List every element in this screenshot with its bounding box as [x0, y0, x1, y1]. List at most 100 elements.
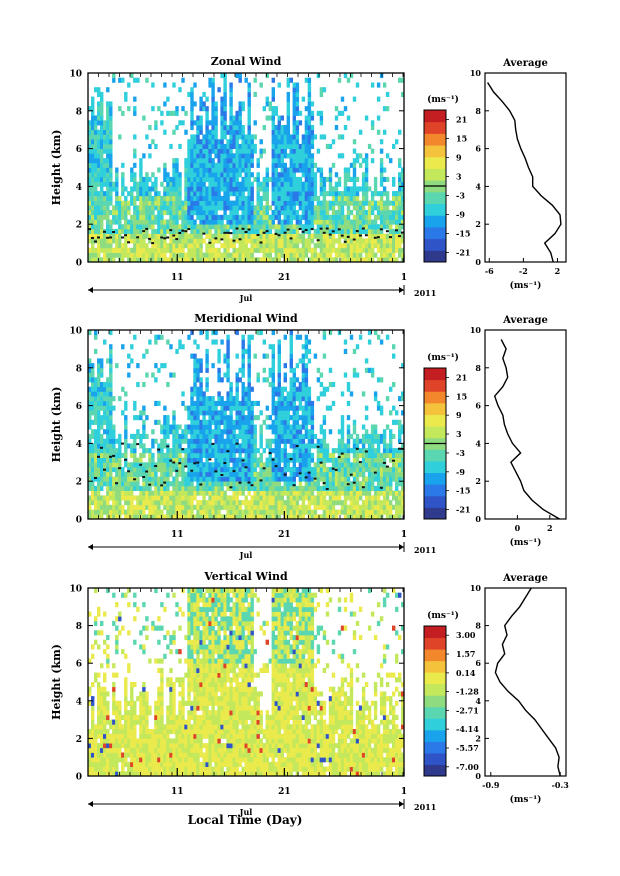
- colorbar-tick-label: -7.00: [456, 762, 479, 772]
- average-title: Average: [502, 58, 548, 69]
- colorbar: 3.00 1.57 0.14 -1.28 -2.71 -4.14 -5.57 -7.00 (ms…: [423, 610, 479, 777]
- month-label: Jul: [239, 807, 253, 817]
- average-profile-line: [487, 82, 562, 263]
- panel-title: Meridional Wind: [194, 312, 298, 325]
- average-x-label: (ms⁻¹): [510, 280, 542, 291]
- month-label: Jul: [239, 293, 253, 303]
- average-y-tick-label: 2: [475, 476, 481, 486]
- colorbar-tick-label: -5.57: [456, 743, 479, 753]
- y-tick-label: 0: [76, 259, 82, 269]
- x-tick-label: 11: [171, 273, 184, 283]
- x-tick-label: 1: [401, 787, 407, 797]
- x-tick-label: 21: [278, 530, 291, 540]
- y-tick-label: 6: [76, 402, 82, 412]
- y-axis-label: Height (km): [50, 387, 63, 463]
- x-axis-label: Local Time (Day): [188, 813, 303, 827]
- average-y-tick-label: 2: [475, 219, 481, 229]
- y-tick-label: 4: [76, 183, 82, 193]
- average-y-tick-label: 6: [475, 401, 481, 411]
- y-tick-label: 10: [69, 585, 82, 595]
- average-y-tick-label: 2: [475, 733, 481, 743]
- average-x-tick-label: -0.3: [552, 780, 570, 790]
- colorbar-tick-label: -3: [456, 448, 465, 458]
- panel-title: Vertical Wind: [203, 570, 288, 583]
- wind-panel-2: Meridional Wind 0 2 4 6 8 10 Height (km) 11 21 1 Ju…: [50, 312, 567, 560]
- year-label: 2011: [414, 802, 436, 812]
- average-title: Average: [502, 573, 548, 584]
- x-tick-label: 21: [278, 273, 291, 283]
- colorbar-tick-label: -9: [456, 467, 465, 477]
- average-y-tick-label: 6: [475, 658, 481, 668]
- average-y-tick-label: 0: [475, 257, 481, 267]
- average-y-tick-label: 10: [470, 68, 482, 78]
- average-x-tick-label: 2: [555, 266, 561, 276]
- average-profile-line: [493, 339, 560, 520]
- y-tick-label: 0: [76, 516, 82, 526]
- plot-frame: [87, 587, 405, 777]
- colorbar-tick-label: -9: [456, 210, 465, 220]
- average-x-tick-label: 0: [515, 523, 521, 533]
- average-title: Average: [502, 315, 548, 326]
- average-x-label: (ms⁻¹): [510, 537, 542, 548]
- colorbar-tick-label: 21: [456, 115, 467, 125]
- colorbar-tick-label: -21: [456, 505, 470, 515]
- colorbar-tick-label: -2.71: [456, 705, 479, 715]
- y-axis-label: Height (km): [50, 644, 63, 720]
- colorbar-tick-label: 15: [456, 134, 467, 144]
- colorbar-tick-label: -15: [456, 229, 470, 239]
- average-y-tick-label: 0: [475, 771, 481, 781]
- average-y-tick-label: 10: [470, 583, 482, 593]
- average-profile-line: [494, 587, 561, 777]
- plot-frame: [87, 329, 405, 520]
- colorbar-tick-label: -21: [456, 248, 470, 258]
- colorbar-unit: (ms⁻¹): [427, 352, 459, 363]
- average-profile: Average 0 2 4 6 8 10 -6 -2 2 (ms⁻¹): [470, 58, 567, 291]
- y-tick-label: 6: [76, 660, 82, 670]
- colorbar-unit: (ms⁻¹): [427, 94, 459, 105]
- x-tick-label: 1: [401, 530, 407, 540]
- average-y-tick-label: 8: [475, 363, 481, 373]
- y-tick-label: 0: [76, 773, 82, 783]
- average-y-tick-label: 0: [475, 514, 481, 524]
- y-tick-label: 4: [76, 697, 82, 707]
- average-y-tick-label: 6: [475, 144, 481, 154]
- colorbar-tick-label: -4.14: [456, 724, 479, 734]
- colorbar-tick-label: 21: [456, 372, 467, 382]
- colorbar-tick-label: 0.14: [456, 668, 476, 678]
- y-tick-label: 6: [76, 145, 82, 155]
- average-y-tick-label: 10: [470, 325, 482, 335]
- average-x-tick-label: -0.9: [482, 780, 500, 790]
- average-x-tick-label: -2: [519, 266, 528, 276]
- plot-frame: [87, 72, 405, 263]
- y-tick-label: 8: [76, 622, 82, 632]
- year-label: 2011: [414, 545, 436, 555]
- colorbar-tick-label: 9: [456, 153, 462, 163]
- panel-title: Zonal Wind: [211, 55, 282, 68]
- x-tick-label: 21: [278, 787, 291, 797]
- wind-field-image: [88, 73, 404, 262]
- y-tick-label: 8: [76, 364, 82, 374]
- y-tick-label: 4: [76, 440, 82, 450]
- average-y-tick-label: 4: [475, 696, 481, 706]
- x-tick-label: 1: [401, 273, 407, 283]
- colorbar-tick-label: 3: [456, 429, 462, 439]
- colorbar-tick-label: 15: [456, 391, 467, 401]
- wind-field-image: [88, 330, 404, 519]
- y-tick-label: 10: [69, 327, 82, 337]
- average-y-tick-label: 4: [475, 181, 481, 191]
- x-tick-label: 11: [171, 787, 184, 797]
- average-x-label: (ms⁻¹): [510, 794, 542, 805]
- colorbar-tick-label: 9: [456, 410, 462, 420]
- colorbar: 21 15 9 3 -3 -9 -15 -21 (ms⁻¹): [423, 352, 470, 520]
- colorbar: 21 15 9 3 -3 -9 -15 -21 (ms⁻¹): [423, 94, 470, 263]
- average-y-tick-label: 8: [475, 106, 481, 116]
- y-tick-label: 2: [76, 735, 82, 745]
- average-profile: Average 0 2 4 6 8 10 0 2 (ms⁻¹): [470, 315, 567, 548]
- average-x-tick-label: -6: [485, 266, 494, 276]
- x-tick-label: 11: [171, 530, 184, 540]
- wind-panel-1: Zonal Wind 0 2 4 6 8 10 Height (km) 11 21 1 Jul 2011…: [50, 55, 567, 303]
- colorbar-tick-label: 1.57: [456, 649, 475, 659]
- wind-field-image: [88, 588, 404, 776]
- colorbar-unit: (ms⁻¹): [427, 610, 459, 621]
